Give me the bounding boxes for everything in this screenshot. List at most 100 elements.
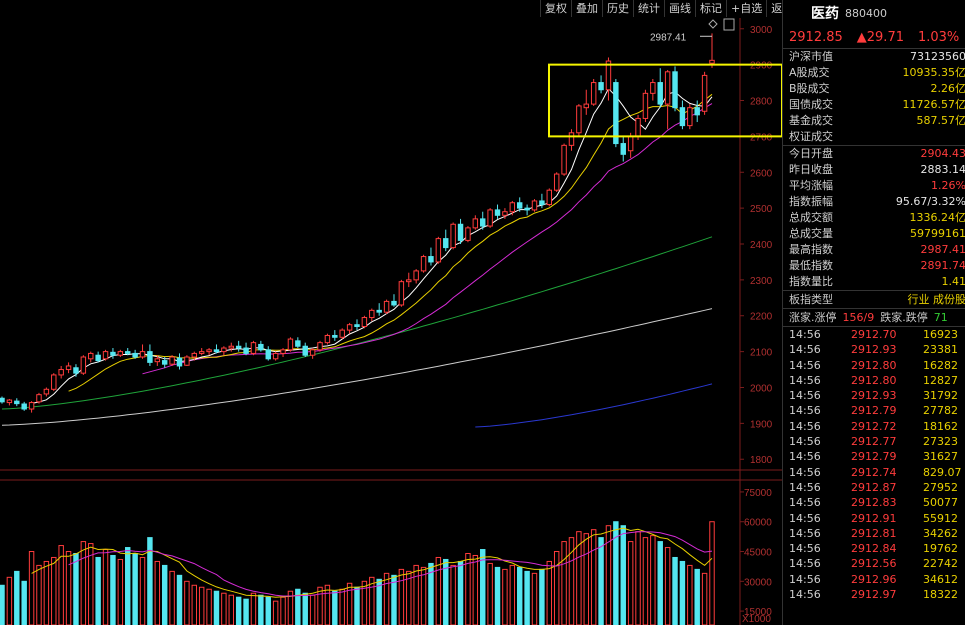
board-type-label: 板指类型 [789,293,833,306]
last-price: 2912.85 [789,29,843,45]
candle-body [332,334,338,338]
volume-bar [65,551,72,625]
candle-body [14,400,20,405]
tick-list[interactable]: 14:56 2912.70 16923 14:56 2912.93 23381 14:56 2… [783,327,965,602]
candle-body [679,107,686,127]
ma20-line [142,103,713,375]
candle-body [169,356,175,365]
volume-bar [110,554,116,625]
volume-bar [235,596,242,625]
candle-body [21,403,27,410]
stat-row: 最高指数 2987.41 [783,242,965,258]
tick-volume: 50077 [923,496,958,510]
candle-body [435,238,442,263]
stat-row: 最低指数 2891.74 [783,258,965,274]
tick-volume: 34612 [923,572,958,586]
tick-price: 2912.80 [851,373,897,387]
toolbar-button[interactable]: 叠加 [571,0,602,17]
candle-body [428,256,434,263]
candle-body [391,300,397,306]
candle-body [110,351,116,356]
toolbar-button[interactable]: 复权 [540,0,571,17]
volume-ma10-line [68,531,713,597]
stat-row: 平均涨幅 1.26% [783,178,965,194]
candle-body [480,218,486,227]
volume-bar [161,564,168,625]
toolbar-button[interactable]: 历史 [602,0,633,17]
tick-row: 14:56 2912.74 829.07 [783,465,965,480]
candle-body [376,309,382,313]
tick-volume: 31627 [923,450,958,464]
candle-body [590,82,597,105]
candle-body [635,117,641,137]
tick-price: 2912.77 [851,435,897,449]
candle-body [509,202,516,213]
candle-body [687,107,693,127]
toolbar-button[interactable]: 标记 [695,0,726,17]
tick-row: 14:56 2912.70 16923 [783,327,965,342]
volume-bar [102,549,109,625]
price-tick-label: 2400 [750,240,773,251]
candle-body [361,317,368,328]
tick-volume: 55912 [923,511,958,525]
stat-value: 1336.24亿 [909,211,965,224]
volume-bar [302,592,308,625]
tick-price: 2912.79 [851,450,897,464]
candle-body [642,92,649,119]
tick-row: 14:56 2912.93 31792 [783,388,965,403]
high-annotation-label: 2987.41 [650,32,687,43]
candle-body [627,135,634,152]
tick-row: 14:56 2912.83 50077 [783,495,965,510]
volume-bar [435,556,442,625]
candle-body [36,394,42,403]
candle-body [576,105,582,134]
volume-bar [36,564,42,625]
stat-label: 最高指数 [789,243,833,256]
volume-bar [561,541,567,625]
volume-bar [280,596,286,625]
tick-volume: 34262 [923,526,958,540]
tick-volume: 829.07 [923,465,962,479]
volume-bar [339,588,345,625]
volume-bar [679,560,686,625]
candle-body [80,356,87,374]
quote-sidebar: 医药 880400 2912.85 ▲29.71 1.03% 沪深市值 73123… [782,0,965,625]
tick-row: 14:56 2912.56 22742 [783,556,965,571]
volume-bar [642,537,649,625]
volume-tick-label: 75000 [744,488,772,499]
volume-bar [391,574,397,625]
price-tick-label: 2100 [750,348,773,359]
volume-bar [250,592,257,625]
stat-row: 总成交额 1336.24亿 [783,210,965,226]
tick-row: 14:56 2912.91 55912 [783,511,965,526]
volume-bar [21,580,27,625]
tick-time: 14:56 [789,480,821,494]
toolbar-button[interactable]: 统计 [633,0,664,17]
volume-bar [376,578,382,625]
candle-body [154,358,161,363]
candle-body [132,352,138,358]
volume-bar [613,521,619,625]
tick-time: 14:56 [789,358,821,372]
tick-row: 14:56 2912.93 23381 [783,342,965,357]
stat-value: 2904.43 [920,147,965,160]
candle-body [28,402,35,410]
stat-row: 昨日收盘 2883.14 [783,162,965,178]
volume-bar [139,556,146,625]
volume-bar [191,584,198,625]
candle-body [206,349,212,353]
instrument-name: 医药 [811,6,839,22]
volume-unit-label: X1000 [742,614,771,625]
volume-bar [487,562,493,625]
volume-ma5-line [31,527,713,598]
volume-bar [125,547,131,625]
price-tick-label: 1900 [750,419,773,430]
candle-body [243,347,249,354]
toolbar-button[interactable]: 画线 [664,0,695,17]
tick-time: 14:56 [789,373,821,387]
candle-body [280,349,286,354]
toolbar-button[interactable]: +自选 [726,0,767,17]
candle-body [198,351,205,354]
tick-time: 14:56 [789,526,821,540]
volume-bar [332,590,338,625]
